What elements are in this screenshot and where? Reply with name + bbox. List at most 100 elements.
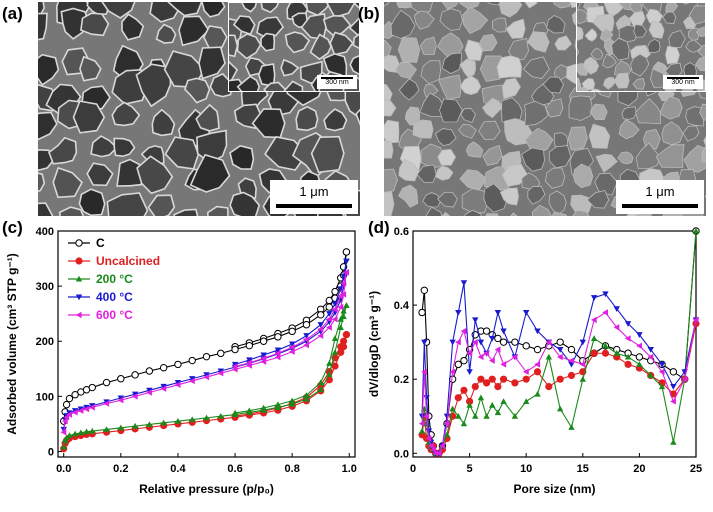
data-point-d-1 [500, 376, 506, 382]
data-point-d-1 [523, 376, 529, 382]
data-point-d-2 [534, 391, 540, 397]
data-point-c-0 [146, 368, 152, 374]
scalebar-b: 1 μm [616, 180, 704, 214]
data-point-c-0 [232, 346, 238, 352]
data-point-d-3 [466, 369, 472, 375]
sem-image-a: 300 nm 1 μm [38, 2, 360, 216]
panel-label-a: (a) [2, 4, 23, 24]
legend-label-2: 200 °C [96, 272, 133, 286]
data-point-c-0 [275, 334, 281, 340]
data-point-d-0 [568, 346, 574, 352]
data-point-d-1 [557, 376, 563, 382]
legend-label-3: 400 °C [96, 290, 133, 304]
data-point-d-2 [557, 406, 563, 412]
data-point-c-0 [218, 350, 224, 356]
panel-label-b: (b) [358, 4, 380, 24]
data-point-d-2 [419, 428, 425, 434]
series-c-1 [61, 331, 350, 452]
inset-scalebar-label-a: 300 nm [317, 79, 357, 86]
data-point-c-0 [63, 401, 69, 407]
y-tick-label-d: 0.0 [394, 448, 409, 460]
y-tick-label-c: 100 [36, 391, 54, 403]
data-point-c-0 [260, 338, 266, 344]
x-tick-label-c: 0.0 [56, 463, 71, 475]
y-axis-label-d: dV/dlogD (cm³ g⁻¹) [367, 291, 381, 397]
data-point-d-1 [602, 350, 608, 356]
data-point-d-1 [461, 387, 467, 393]
y-tick-label-c: 300 [36, 281, 54, 293]
data-point-c-1 [332, 363, 338, 369]
legend-label-4: 600 °C [96, 308, 133, 322]
scalebar-a: 1 μm [270, 180, 358, 214]
scalebar-line-b [622, 204, 698, 208]
data-point-d-1 [489, 376, 495, 382]
scalebar-label-b: 1 μm [616, 184, 704, 199]
data-point-d-2 [500, 398, 506, 404]
inset-scalebar-a: 300 nm [317, 75, 357, 89]
x-tick-label-c: 0.2 [113, 463, 128, 475]
data-point-d-0 [461, 357, 467, 363]
y-tick-label-c: 200 [36, 336, 54, 348]
data-point-d-4 [602, 309, 608, 315]
data-point-d-0 [636, 354, 642, 360]
data-point-c-0 [66, 395, 72, 401]
data-point-d-0 [495, 335, 501, 341]
x-tick-label-c: 0.6 [227, 463, 242, 475]
data-point-c-0 [246, 342, 252, 348]
data-point-d-2 [483, 413, 489, 419]
x-axis-label-d: Pore size (nm) [513, 482, 595, 496]
data-point-d-1 [591, 350, 597, 356]
legend-label-1: Uncalcined [96, 254, 160, 268]
data-point-d-3 [449, 340, 455, 346]
data-point-c-0 [118, 376, 124, 382]
inset-scalebar-label-b: 300 nm [663, 79, 703, 86]
data-point-c-0 [343, 249, 349, 255]
scalebar-label-a: 1 μm [270, 184, 358, 199]
data-point-d-3 [478, 340, 484, 346]
x-tick-label-d: 10 [520, 463, 532, 475]
legend-marker-4 [76, 312, 82, 318]
y-tick-label-d: 0.2 [394, 374, 409, 386]
data-point-c-0 [289, 328, 295, 334]
y-tick-label-d: 0.6 [394, 226, 409, 238]
legend-marker-1 [76, 258, 82, 264]
data-point-d-3 [461, 280, 467, 286]
series-d-4 [419, 309, 699, 456]
data-point-d-4 [495, 346, 501, 352]
data-point-c-0 [318, 312, 324, 318]
data-point-d-1 [472, 383, 478, 389]
sem-image-b: 300 nm 1 μm [384, 2, 706, 216]
data-point-d-1 [534, 369, 540, 375]
data-point-d-1 [625, 361, 631, 367]
data-point-d-2 [489, 402, 495, 408]
legend-marker-0 [76, 240, 82, 246]
data-point-c-2 [326, 360, 332, 366]
x-tick-label-c: 0.8 [285, 463, 300, 475]
series-d-3 [419, 280, 699, 456]
data-point-d-0 [500, 339, 506, 345]
data-point-c-0 [103, 379, 109, 385]
series-line-d-4 [422, 313, 696, 454]
data-point-d-3 [455, 310, 461, 316]
sem-inset-b: 300 nm [576, 2, 706, 92]
data-point-d-3 [500, 328, 506, 334]
data-point-c-0 [160, 365, 166, 371]
data-point-d-1 [478, 376, 484, 382]
data-point-d-0 [534, 346, 540, 352]
x-axis-label-c: Relative pressure (p/p₀) [139, 482, 274, 496]
data-point-d-2 [523, 398, 529, 404]
scalebar-line-a [276, 204, 352, 208]
data-point-d-0 [455, 361, 461, 367]
x-tick-label-d: 20 [633, 463, 645, 475]
data-point-d-2 [670, 439, 676, 445]
x-tick-label-d: 25 [690, 463, 702, 475]
data-point-c-0 [189, 357, 195, 363]
data-point-c-2 [332, 335, 338, 341]
data-point-d-2 [591, 335, 597, 341]
data-point-d-3 [670, 384, 676, 390]
x-tick-label-c: 1.0 [342, 463, 357, 475]
data-point-d-3 [591, 295, 597, 301]
